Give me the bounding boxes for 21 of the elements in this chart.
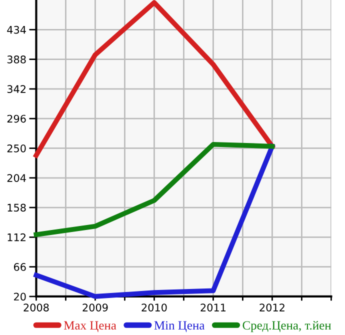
x-tick-label: 2009 — [82, 304, 108, 312]
y-tick-label: 158 — [8, 204, 26, 212]
y-tick-label: 296 — [7, 114, 26, 123]
y-tick-label: 204 — [7, 174, 26, 182]
y-tick-label: 250 — [7, 144, 26, 152]
y-tick-label: 112 — [8, 233, 26, 242]
x-tick-label: 2011 — [200, 304, 226, 312]
x-tick-label: 2012 — [260, 304, 284, 312]
line-series — [34, 0, 275, 158]
y-tick-label: 20 — [14, 292, 26, 301]
legend-label: Min Цена — [154, 321, 205, 332]
y-tick-label: 434 — [7, 26, 26, 34]
x-tick-label: 2008 — [24, 304, 49, 312]
x-tick-label: 2010 — [142, 304, 167, 312]
legend-label: Сред.Цена, т.йен — [242, 320, 332, 332]
legend-label: Max Цена — [64, 321, 116, 332]
y-tick-label: 66 — [14, 263, 26, 271]
y-tick-label: 342 — [7, 85, 26, 94]
line-series — [34, 144, 275, 299]
line-series — [34, 142, 275, 238]
y-tick-label: 388 — [7, 56, 26, 64]
